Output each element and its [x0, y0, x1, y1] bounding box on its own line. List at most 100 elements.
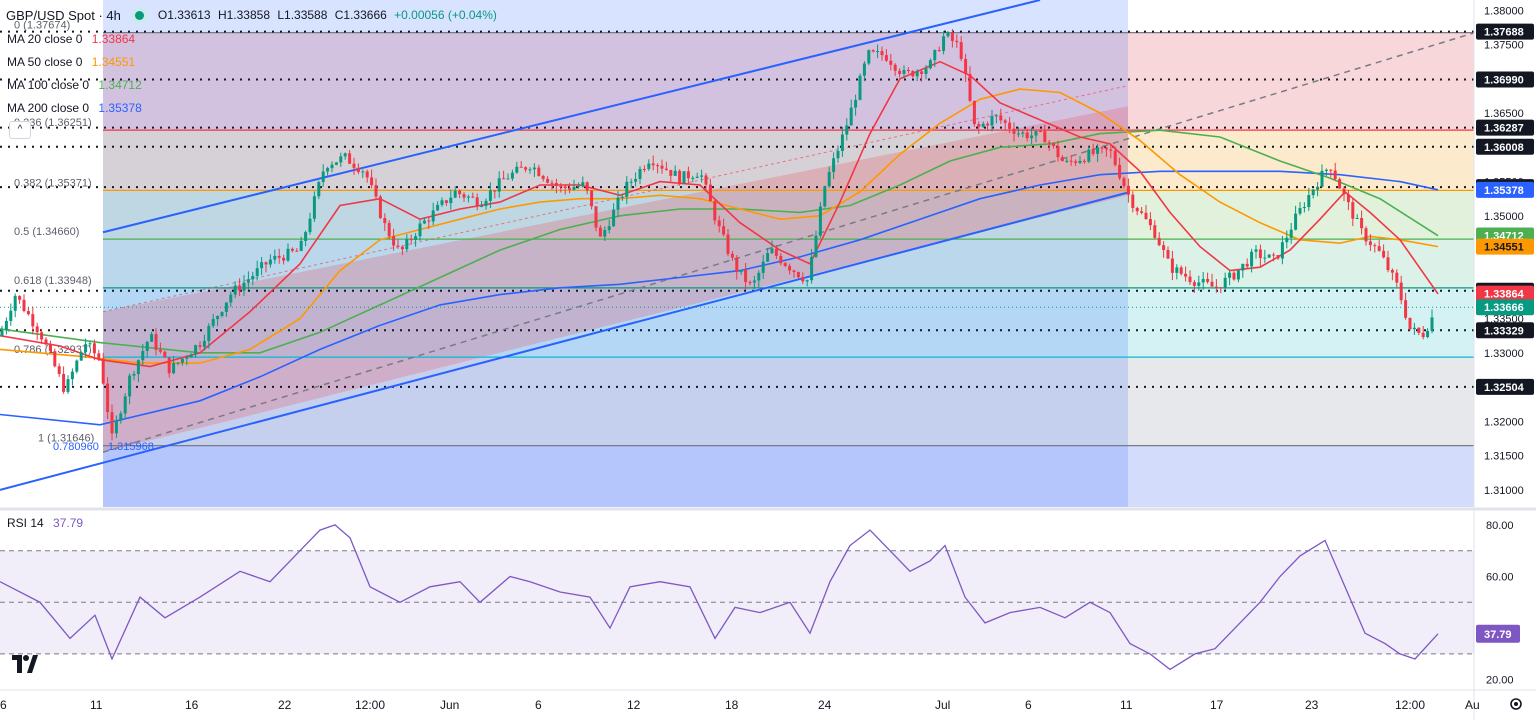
settings-icon[interactable]: [1510, 698, 1522, 710]
candle-body[interactable]: [1386, 257, 1390, 271]
candle-body[interactable]: [911, 71, 915, 77]
candle-body[interactable]: [766, 253, 770, 262]
candle-body[interactable]: [176, 362, 180, 364]
candle-body[interactable]: [867, 50, 871, 64]
candle-body[interactable]: [304, 232, 308, 241]
candle-body[interactable]: [75, 360, 79, 372]
candle-body[interactable]: [862, 63, 866, 76]
candle-body[interactable]: [167, 357, 171, 374]
candle-body[interactable]: [990, 116, 994, 126]
candle-body[interactable]: [752, 280, 756, 283]
candle-body[interactable]: [845, 125, 849, 135]
symbol-title[interactable]: GBP/USD Spot · 4h: [6, 7, 121, 23]
price-badge[interactable]: [1476, 285, 1534, 302]
candle-body[interactable]: [1342, 188, 1346, 195]
candle-body[interactable]: [1426, 330, 1430, 338]
candle-body[interactable]: [682, 171, 686, 184]
candle-body[interactable]: [524, 167, 528, 170]
candle-body[interactable]: [1408, 317, 1412, 330]
candle-body[interactable]: [466, 196, 470, 198]
candle-body[interactable]: [532, 167, 536, 170]
candle-body[interactable]: [1047, 142, 1051, 144]
candle-body[interactable]: [1333, 170, 1337, 180]
candle-body[interactable]: [277, 255, 281, 258]
candle-body[interactable]: [431, 210, 435, 222]
candle-body[interactable]: [616, 197, 620, 210]
candle-body[interactable]: [801, 277, 805, 282]
candle-body[interactable]: [44, 339, 48, 345]
candle-body[interactable]: [92, 343, 96, 354]
candle-body[interactable]: [352, 163, 356, 168]
candle-body[interactable]: [1329, 169, 1333, 171]
candle-body[interactable]: [805, 280, 809, 282]
candle-body[interactable]: [246, 279, 250, 283]
channel-upper-line[interactable]: [102, 0, 1041, 234]
candle-body[interactable]: [1140, 211, 1144, 213]
candle-body[interactable]: [343, 153, 347, 157]
candle-body[interactable]: [396, 245, 400, 247]
candle-body[interactable]: [1364, 228, 1368, 242]
candle-body[interactable]: [722, 226, 726, 235]
candle-body[interactable]: [946, 32, 950, 37]
candle-body[interactable]: [70, 371, 74, 380]
candle-body[interactable]: [18, 295, 22, 300]
candle-body[interactable]: [537, 167, 541, 176]
candle-body[interactable]: [330, 164, 334, 169]
candle-body[interactable]: [299, 240, 303, 251]
candle-body[interactable]: [1258, 249, 1262, 259]
candle-body[interactable]: [1192, 282, 1196, 286]
candle-body[interactable]: [251, 276, 255, 280]
candle-body[interactable]: [97, 353, 101, 359]
candle-body[interactable]: [233, 285, 237, 295]
candle-body[interactable]: [906, 69, 910, 72]
candle-body[interactable]: [1338, 179, 1342, 189]
candle-body[interactable]: [620, 196, 624, 198]
candle-body[interactable]: [40, 332, 44, 340]
candle-body[interactable]: [651, 163, 655, 166]
candle-body[interactable]: [893, 64, 897, 71]
candle-body[interactable]: [880, 51, 884, 56]
candle-body[interactable]: [101, 358, 105, 384]
ma20-legend[interactable]: MA 20 close 0 1.33864: [7, 32, 135, 46]
candle-body[interactable]: [1236, 270, 1240, 280]
candle-body[interactable]: [792, 270, 796, 273]
candle-body[interactable]: [1307, 195, 1311, 208]
candle-body[interactable]: [180, 358, 184, 363]
candle-body[interactable]: [889, 60, 893, 65]
candle-body[interactable]: [462, 194, 466, 198]
candle-body[interactable]: [836, 150, 840, 159]
candle-body[interactable]: [1285, 237, 1289, 243]
candle-body[interactable]: [62, 374, 66, 392]
candle-body[interactable]: [22, 299, 26, 312]
candle-body[interactable]: [458, 190, 462, 195]
candle-body[interactable]: [1355, 217, 1359, 219]
candle-body[interactable]: [35, 326, 39, 333]
candle-body[interactable]: [185, 357, 189, 359]
candle-body[interactable]: [1188, 276, 1192, 283]
candle-body[interactable]: [348, 153, 352, 164]
candle-body[interactable]: [563, 186, 567, 189]
candle-body[interactable]: [1096, 147, 1100, 154]
candle-body[interactable]: [436, 204, 440, 211]
candle-body[interactable]: [453, 190, 457, 198]
candle-body[interactable]: [1078, 160, 1082, 163]
candle-body[interactable]: [788, 265, 792, 271]
candle-body[interactable]: [1232, 272, 1236, 280]
candle-body[interactable]: [1184, 273, 1188, 277]
candle-body[interactable]: [1399, 282, 1403, 301]
candle-body[interactable]: [405, 239, 409, 250]
candle-body[interactable]: [1100, 147, 1104, 149]
candle-body[interactable]: [66, 379, 70, 392]
candle-body[interactable]: [660, 165, 664, 169]
candle-body[interactable]: [884, 55, 888, 61]
candle-body[interactable]: [326, 168, 330, 172]
candle-body[interactable]: [1038, 131, 1042, 133]
candle-body[interactable]: [598, 227, 602, 237]
candle-body[interactable]: [1254, 249, 1258, 252]
candle-body[interactable]: [0, 330, 4, 336]
rsi-legend[interactable]: RSI 14 37.79: [7, 516, 83, 530]
candle-body[interactable]: [1302, 207, 1306, 209]
candle-body[interactable]: [950, 32, 954, 41]
candle-body[interactable]: [528, 169, 532, 171]
candle-body[interactable]: [321, 171, 325, 183]
